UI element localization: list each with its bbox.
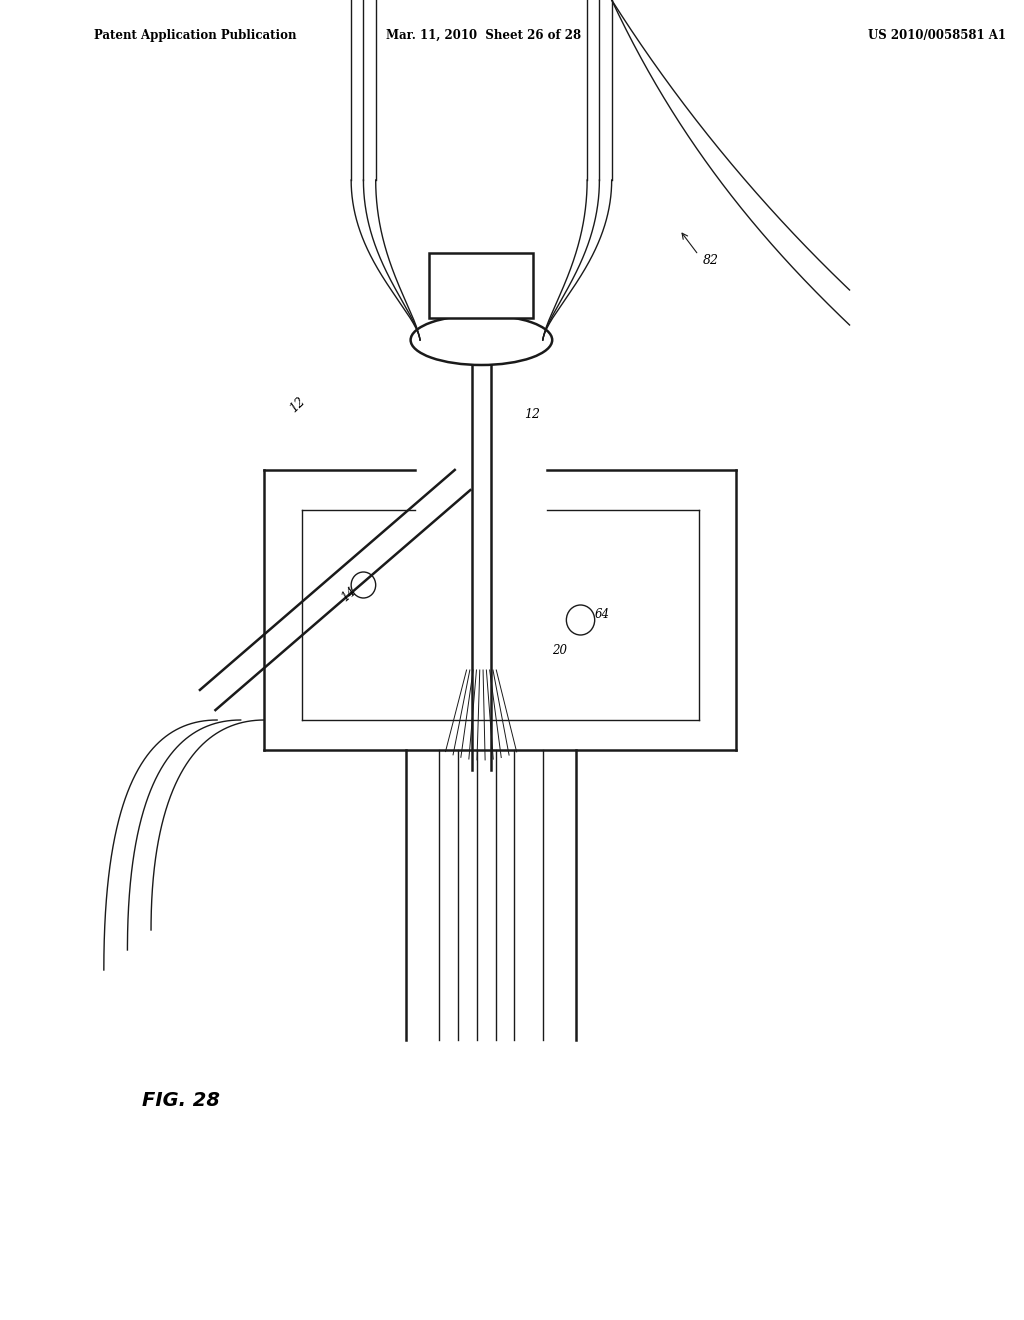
Bar xyxy=(429,253,534,318)
Text: 12: 12 xyxy=(287,395,307,416)
Text: 14: 14 xyxy=(339,585,359,605)
Text: 20: 20 xyxy=(552,644,567,656)
Text: 12: 12 xyxy=(524,408,540,421)
Text: Patent Application Publication: Patent Application Publication xyxy=(94,29,297,41)
Text: Mar. 11, 2010  Sheet 26 of 28: Mar. 11, 2010 Sheet 26 of 28 xyxy=(386,29,581,41)
Text: US 2010/0058581 A1: US 2010/0058581 A1 xyxy=(868,29,1007,41)
Ellipse shape xyxy=(411,315,552,366)
Text: FIG. 28: FIG. 28 xyxy=(141,1090,219,1110)
Circle shape xyxy=(566,605,595,635)
Text: 82: 82 xyxy=(703,253,719,267)
Circle shape xyxy=(351,572,376,598)
Text: 64: 64 xyxy=(595,609,609,622)
